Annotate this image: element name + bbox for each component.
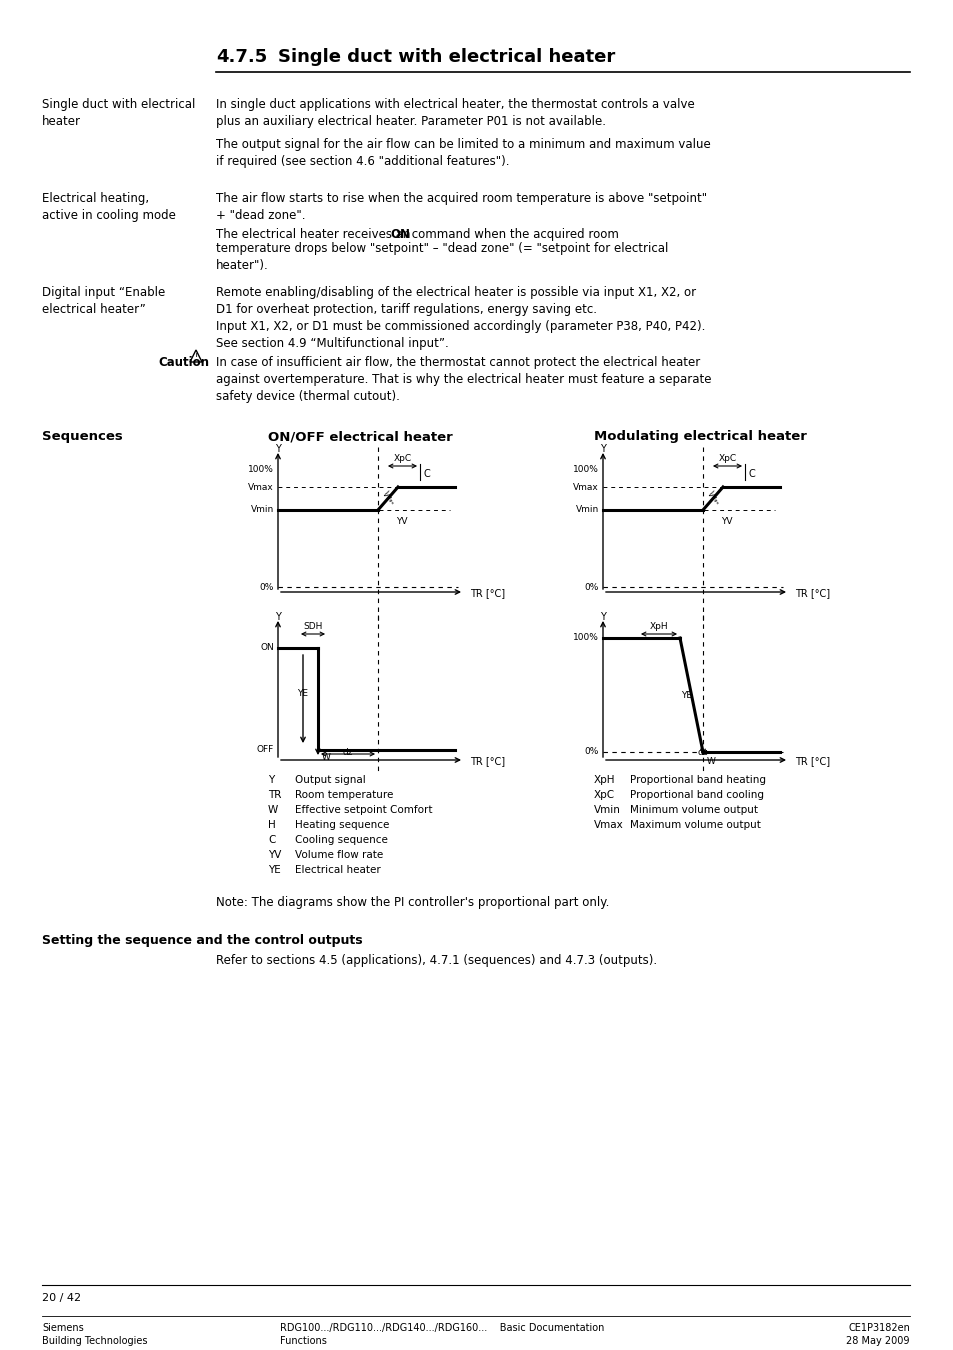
- Text: Y: Y: [268, 775, 274, 784]
- Text: Single duct with electrical
heater: Single duct with electrical heater: [42, 99, 195, 128]
- Text: XpH: XpH: [649, 622, 668, 630]
- Text: dz: dz: [697, 748, 707, 757]
- Text: 100%: 100%: [573, 633, 598, 643]
- Text: C: C: [748, 468, 755, 479]
- Text: TR [°C]: TR [°C]: [794, 589, 829, 598]
- Text: Effective setpoint Comfort: Effective setpoint Comfort: [294, 805, 432, 815]
- Text: Proportional band heating: Proportional band heating: [629, 775, 765, 784]
- Text: Vmin: Vmin: [594, 805, 620, 815]
- Text: SDH: SDH: [303, 622, 322, 630]
- Text: Minimum volume output: Minimum volume output: [629, 805, 758, 815]
- Text: 0%: 0%: [259, 582, 274, 591]
- Text: Remote enabling/disabling of the electrical heater is possible via input X1, X2,: Remote enabling/disabling of the electri…: [215, 286, 704, 350]
- Text: W: W: [706, 757, 715, 767]
- Text: CE1P3182en
28 May 2009: CE1P3182en 28 May 2009: [845, 1323, 909, 1346]
- Text: Setting the sequence and the control outputs: Setting the sequence and the control out…: [42, 934, 362, 946]
- Text: Note: The diagrams show the PI controller's proportional part only.: Note: The diagrams show the PI controlle…: [215, 896, 609, 909]
- Text: Vᴹᶢⁿ: Vᴹᶢⁿ: [379, 490, 395, 508]
- Text: Single duct with electrical heater: Single duct with electrical heater: [277, 49, 615, 66]
- Text: 4.7.5: 4.7.5: [215, 49, 267, 66]
- Text: H: H: [268, 819, 275, 830]
- Text: 0%: 0%: [584, 582, 598, 591]
- Text: Caution: Caution: [158, 356, 209, 369]
- Text: YE: YE: [680, 690, 691, 699]
- Text: The output signal for the air flow can be limited to a minimum and maximum value: The output signal for the air flow can b…: [215, 138, 710, 167]
- Text: Y: Y: [599, 612, 605, 622]
- Text: 0%: 0%: [584, 748, 598, 756]
- Text: XpC: XpC: [393, 454, 411, 463]
- Text: Vᴹᶢⁿ: Vᴹᶢⁿ: [704, 490, 720, 508]
- Text: XpH: XpH: [594, 775, 615, 784]
- Text: 20 / 42: 20 / 42: [42, 1293, 81, 1303]
- Text: TR [°C]: TR [°C]: [470, 756, 504, 765]
- Text: Vmax: Vmax: [573, 482, 598, 491]
- Text: YE: YE: [268, 865, 280, 875]
- Text: Y: Y: [274, 612, 280, 622]
- Text: YV: YV: [268, 850, 281, 860]
- Text: ON: ON: [390, 228, 410, 242]
- Text: W: W: [322, 753, 331, 763]
- Text: command when the acquired room: command when the acquired room: [408, 228, 618, 242]
- Text: TR [°C]: TR [°C]: [470, 589, 504, 598]
- Text: In case of insufficient air flow, the thermostat cannot protect the electrical h: In case of insufficient air flow, the th…: [215, 356, 711, 404]
- Text: The electrical heater receives an: The electrical heater receives an: [215, 228, 414, 242]
- Text: Cooling sequence: Cooling sequence: [294, 836, 388, 845]
- Text: Y: Y: [274, 444, 280, 454]
- Text: Maximum volume output: Maximum volume output: [629, 819, 760, 830]
- Text: Room temperature: Room temperature: [294, 790, 393, 801]
- Text: Vmax: Vmax: [248, 482, 274, 491]
- Text: RDG100.../RDG110.../RDG140.../RDG160...    Basic Documentation
Functions: RDG100.../RDG110.../RDG140.../RDG160... …: [280, 1323, 604, 1346]
- Text: OFF: OFF: [256, 745, 274, 755]
- Text: YV: YV: [395, 517, 407, 526]
- Text: 100%: 100%: [573, 466, 598, 474]
- Text: Electrical heating,
active in cooling mode: Electrical heating, active in cooling mo…: [42, 192, 175, 221]
- Text: C: C: [423, 468, 431, 479]
- Text: XpC: XpC: [594, 790, 615, 801]
- Text: temperature drops below "setpoint" – "dead zone" (= "setpoint for electrical
hea: temperature drops below "setpoint" – "de…: [215, 242, 668, 271]
- Text: Y: Y: [599, 444, 605, 454]
- Text: dz: dz: [342, 748, 353, 757]
- Text: XpC: XpC: [718, 454, 736, 463]
- Text: Digital input “Enable
electrical heater”: Digital input “Enable electrical heater”: [42, 286, 165, 316]
- Text: Sequences: Sequences: [42, 431, 123, 443]
- Text: YV: YV: [720, 517, 732, 526]
- Text: Output signal: Output signal: [294, 775, 365, 784]
- Text: Vmin: Vmin: [251, 505, 274, 514]
- Text: Electrical heater: Electrical heater: [294, 865, 380, 875]
- Text: 100%: 100%: [248, 466, 274, 474]
- Text: The air flow starts to rise when the acquired room temperature is above "setpoin: The air flow starts to rise when the acq…: [215, 192, 706, 221]
- Text: Vmax: Vmax: [594, 819, 623, 830]
- Text: TR: TR: [268, 790, 281, 801]
- Text: Volume flow rate: Volume flow rate: [294, 850, 383, 860]
- Text: Heating sequence: Heating sequence: [294, 819, 389, 830]
- Text: Refer to sections 4.5 (applications), 4.7.1 (sequences) and 4.7.3 (outputs).: Refer to sections 4.5 (applications), 4.…: [215, 954, 657, 967]
- Text: TR [°C]: TR [°C]: [794, 756, 829, 765]
- Text: ON/OFF electrical heater: ON/OFF electrical heater: [268, 431, 453, 443]
- Text: YE: YE: [297, 690, 308, 698]
- Text: !: !: [194, 352, 197, 362]
- Text: W: W: [268, 805, 278, 815]
- Text: Modulating electrical heater: Modulating electrical heater: [594, 431, 806, 443]
- Text: C: C: [268, 836, 275, 845]
- Text: Vmin: Vmin: [576, 505, 598, 514]
- Text: In single duct applications with electrical heater, the thermostat controls a va: In single duct applications with electri…: [215, 99, 694, 128]
- Text: Proportional band cooling: Proportional band cooling: [629, 790, 763, 801]
- Text: Siemens
Building Technologies: Siemens Building Technologies: [42, 1323, 148, 1346]
- Text: ON: ON: [260, 644, 274, 652]
